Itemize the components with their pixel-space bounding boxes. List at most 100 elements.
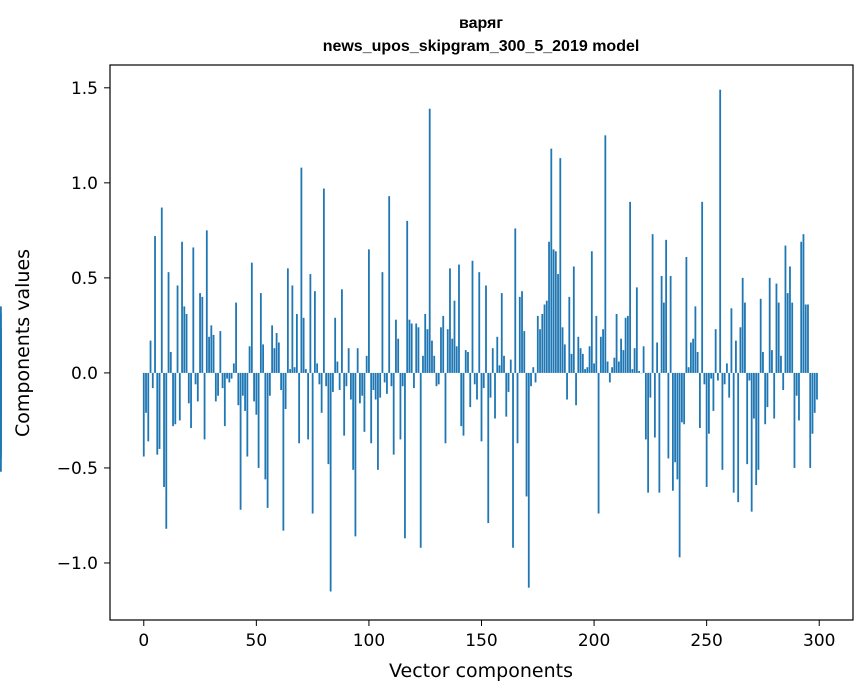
bar-35 — [221, 372, 224, 389]
bar-143 — [464, 350, 467, 373]
bar-29 — [208, 336, 210, 373]
bar-186 — [561, 327, 564, 373]
bar-17 — [181, 241, 183, 373]
bar-207 — [608, 372, 611, 383]
bar-148 — [476, 372, 478, 400]
chart-title: варяг — [459, 15, 503, 32]
bar-127 — [428, 108, 431, 373]
bar-282 — [777, 302, 780, 373]
bar-265 — [739, 327, 742, 373]
y-tick-label: 1.5 — [71, 79, 98, 99]
x-tick-label: 150 — [465, 631, 497, 651]
bar-119 — [410, 323, 413, 373]
bar-256 — [719, 89, 722, 373]
bar-189 — [568, 296, 571, 373]
bar-75 — [311, 372, 314, 514]
bar-267 — [744, 302, 746, 373]
bar-233 — [667, 372, 670, 459]
bar-271 — [753, 372, 755, 419]
bar-9 — [163, 372, 165, 487]
bar-34 — [219, 331, 222, 373]
bar-151 — [482, 372, 485, 389]
bar-210 — [615, 313, 618, 373]
bar-47 — [248, 346, 251, 373]
bar-132 — [440, 327, 442, 373]
bar-91 — [347, 348, 350, 373]
bars-group — [0, 89, 818, 592]
bar-283 — [780, 355, 782, 373]
bar-230 — [660, 275, 663, 373]
bar-227 — [653, 372, 656, 438]
bar-205 — [604, 135, 607, 373]
bar-153 — [487, 372, 490, 524]
bar-53 — [262, 344, 264, 373]
bar-4 — [151, 372, 154, 389]
bar-180 — [548, 241, 550, 373]
bar-223 — [644, 372, 647, 440]
bar-197 — [586, 367, 589, 373]
bar-27 — [203, 372, 206, 440]
bar-14 — [174, 372, 177, 425]
bar-290 — [795, 372, 798, 396]
bar-264 — [737, 372, 740, 503]
bar-171 — [527, 372, 530, 588]
bar-50 — [255, 372, 258, 415]
bar-56 — [268, 372, 271, 396]
bar-268 — [746, 372, 749, 465]
bar-165 — [514, 228, 517, 373]
bar-145 — [469, 372, 472, 408]
bar-178 — [543, 304, 546, 373]
bar-274 — [759, 298, 762, 373]
bar-48 — [250, 262, 253, 373]
bar-258 — [723, 372, 726, 385]
bar-26 — [201, 296, 204, 373]
bar-187 — [563, 344, 566, 373]
bar-113 — [397, 338, 400, 373]
bar-254 — [714, 329, 717, 373]
bar-177 — [541, 313, 544, 373]
bar-94 — [354, 372, 357, 537]
x-axis-label: Vector components — [389, 660, 573, 682]
bar-66 — [291, 285, 294, 373]
bar-191 — [572, 266, 575, 373]
bar-30 — [210, 325, 213, 373]
bar-169 — [523, 331, 526, 373]
bar-202 — [597, 372, 600, 514]
bar-232 — [665, 239, 668, 373]
bar-104 — [377, 372, 379, 470]
bar-90 — [345, 372, 348, 387]
y-tick-label: 0.5 — [71, 269, 98, 289]
bar-150 — [480, 372, 483, 442]
bar-214 — [624, 317, 627, 373]
bar-252 — [710, 372, 713, 379]
bar-97 — [361, 372, 364, 396]
bar-84 — [332, 372, 334, 392]
bar-43 — [239, 372, 242, 510]
bar-212 — [620, 338, 622, 373]
bar-64 — [286, 268, 289, 373]
bar-93 — [352, 372, 355, 470]
bar-38 — [228, 372, 231, 383]
bar-179 — [545, 300, 548, 373]
bar-24 — [196, 372, 199, 402]
bar-183 — [554, 251, 557, 373]
y-axis-ticks: −1.0 −0.5 0.0 0.5 1.0 1.5 — [57, 79, 110, 574]
bar-12 — [169, 352, 172, 373]
bar-181 — [550, 148, 553, 373]
bar-133 — [442, 315, 445, 373]
bar-224 — [647, 372, 650, 493]
bar-135 — [446, 329, 449, 373]
bar-253 — [712, 372, 715, 411]
bar-172 — [530, 372, 532, 387]
bar-159 — [500, 293, 503, 373]
x-tick-label: 300 — [803, 631, 835, 651]
bar-103 — [374, 372, 377, 400]
bar-37 — [226, 372, 228, 379]
bar-174 — [534, 372, 537, 383]
bar-138 — [453, 300, 456, 373]
bar-98 — [363, 372, 366, 432]
bar-89 — [343, 372, 346, 436]
bar-194 — [579, 348, 582, 373]
bar-176 — [539, 329, 541, 373]
bar-109 — [388, 196, 391, 373]
